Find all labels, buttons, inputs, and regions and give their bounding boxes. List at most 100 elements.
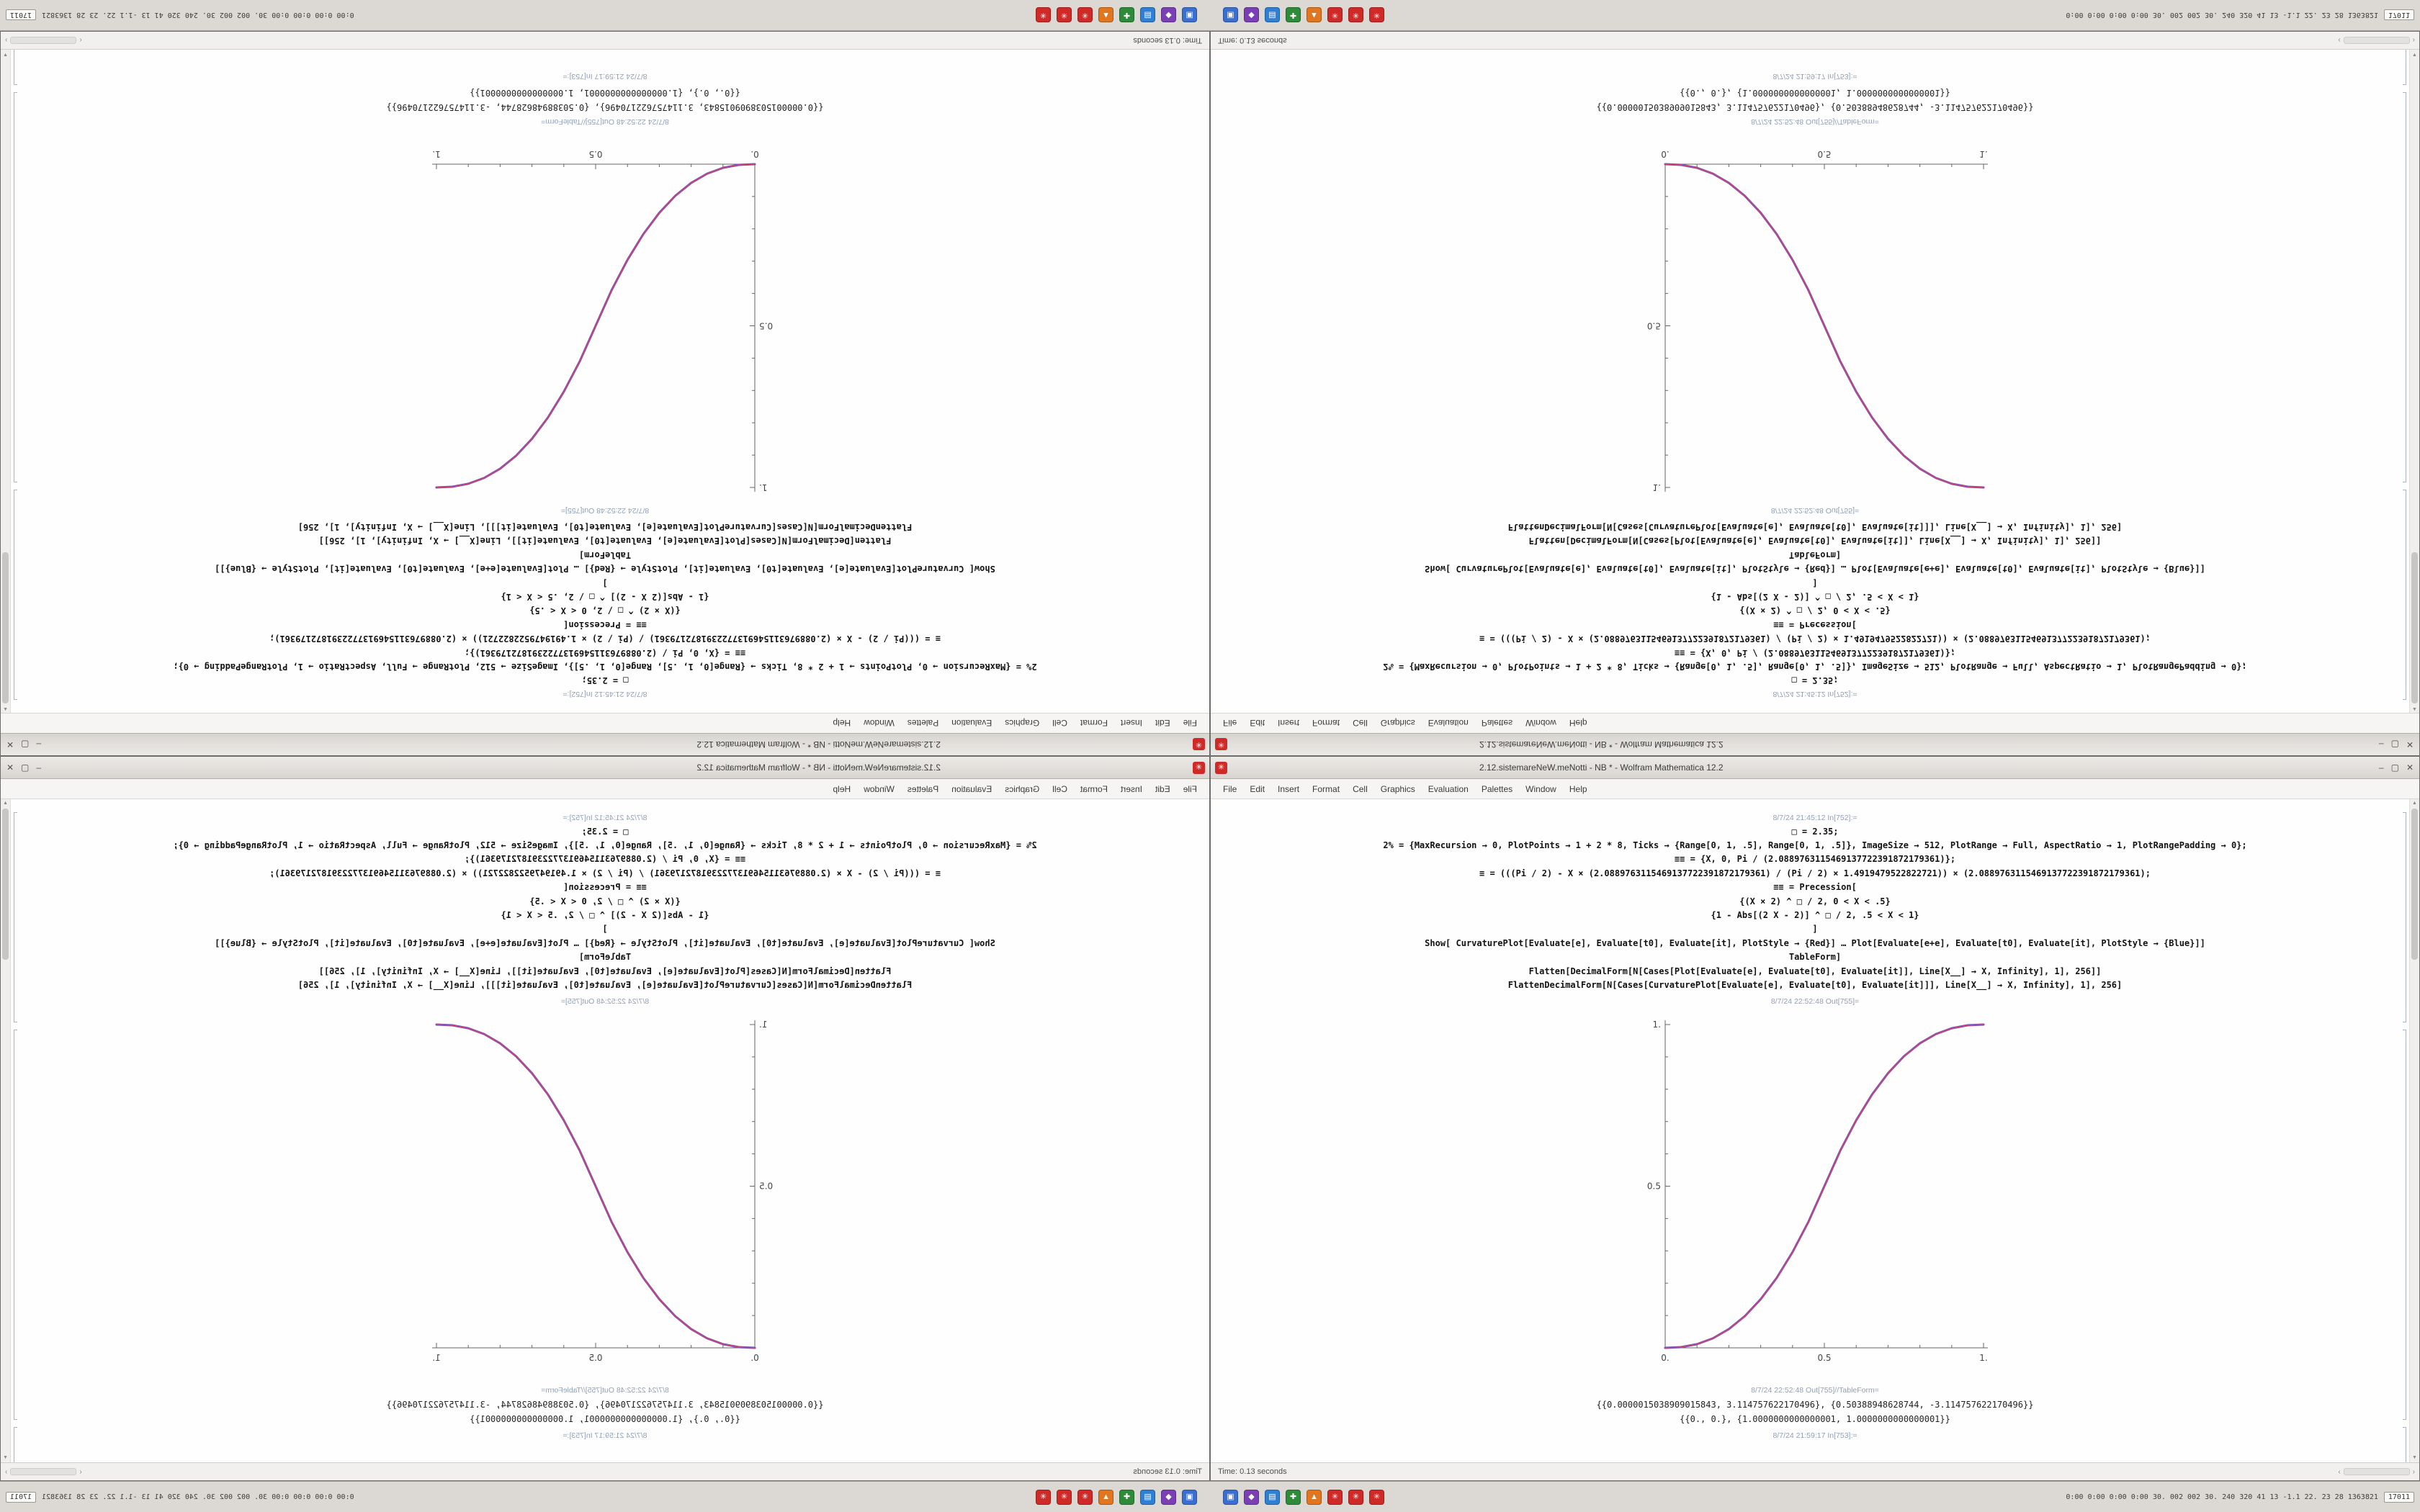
menu-evaluation[interactable]: Evaluation	[1428, 718, 1469, 729]
input-cell-line[interactable]: □ = 2.35;	[1791, 675, 1839, 686]
input-cell-line[interactable]: Show[ CurvaturePlot[Evaluate[e], Evaluat…	[1425, 937, 2205, 948]
input-cell-line[interactable]: {1 - Abs[(2 X - 2)] ^ □ / 2, .5 < X < 1}	[501, 592, 709, 603]
input-cell-line[interactable]: Show[ CurvaturePlot[Evaluate[e], Evaluat…	[1425, 564, 2205, 575]
input-cell-line[interactable]: ≡ = (((Pi / 2) - X × (2.0889763115469137…	[269, 634, 941, 644]
input-cell-line[interactable]: TableForm]	[1788, 952, 1842, 963]
window-titlebar[interactable]: ✳ 2.12.sistemareNeW.meNotti - NB * - Wol…	[1211, 757, 2419, 779]
function-plot[interactable]: 0. 0.5 1. 0.5 1.	[1635, 135, 1995, 499]
input-cell-line[interactable]: TableForm]	[578, 549, 632, 560]
app-orange-icon[interactable]: ▲	[1098, 1489, 1113, 1505]
input-cell-line[interactable]: ]	[602, 924, 608, 935]
menu-help[interactable]: Help	[1569, 718, 1587, 729]
menu-graphics[interactable]: Graphics	[1005, 783, 1040, 794]
input-cell-line[interactable]: ≡≡ = Precession[	[563, 619, 647, 630]
taskbar-chip[interactable]: 17011	[6, 1491, 37, 1503]
menu-file[interactable]: File	[1223, 783, 1237, 794]
close-button[interactable]: ✕	[6, 762, 14, 773]
input-cell-line[interactable]: 2% = {MaxRecursion → 0, PlotPoints → 1 +…	[173, 840, 1037, 851]
mathematica-doc-2-icon[interactable]: ✳	[1348, 7, 1363, 23]
app-blue-files-icon[interactable]: ▤	[1265, 1489, 1280, 1505]
scroll-down-arrow[interactable]: ▼	[3, 1455, 8, 1460]
window-titlebar[interactable]: ✳ 2.12.sistemareNeW.meNotti - NB * - Wol…	[1, 757, 1209, 779]
input-cell-line[interactable]: ≡ = (((Pi / 2) - X × (2.0889763115469137…	[269, 868, 941, 878]
input-cell-line[interactable]: □ = 2.35;	[581, 675, 629, 686]
app-blue-window-icon[interactable]: ▣	[1223, 7, 1238, 23]
input-cell-line[interactable]: □ = 2.35;	[1791, 826, 1839, 837]
app-orange-icon[interactable]: ▲	[1098, 7, 1113, 23]
hscroll-right-arrow[interactable]: ›	[2412, 1467, 2415, 1476]
menu-graphics[interactable]: Graphics	[1380, 783, 1415, 794]
input-cell-line[interactable]: □ = 2.35;	[581, 826, 629, 837]
input-cell-line[interactable]: FlattenDecimalForm[N[Cases[CurvaturePlot…	[1507, 979, 2123, 990]
scrollbar-thumb[interactable]	[2, 809, 9, 960]
close-button[interactable]: ✕	[2406, 762, 2414, 773]
menu-format[interactable]: Format	[1080, 783, 1108, 794]
input-cell-line[interactable]: ]	[602, 577, 608, 588]
minimize-button[interactable]: –	[2378, 762, 2384, 773]
menu-file[interactable]: File	[1183, 783, 1197, 794]
input-cell-line[interactable]: 2% = {MaxRecursion → 0, PlotPoints → 1 +…	[1383, 661, 2247, 672]
input-cell-line[interactable]: {(X × 2) ^ □ / 2, 0 < X < .5}	[1739, 896, 1891, 906]
input-cell-line[interactable]: Flatten[DecimalForm[N[Cases[Plot[Evaluat…	[1528, 536, 2102, 546]
mathematica-doc-3-icon[interactable]: ✳	[1036, 7, 1051, 23]
cell-bracket[interactable]	[2403, 1030, 2406, 1420]
maximize-button[interactable]: ▢	[2390, 739, 2399, 750]
scroll-up-arrow[interactable]: ▲	[3, 801, 8, 806]
function-plot[interactable]: 0. 0.5 1. 0.5 1.	[425, 1013, 785, 1377]
app-blue-window-icon[interactable]: ▣	[1223, 1489, 1238, 1505]
cell-bracket[interactable]	[14, 92, 17, 482]
menu-format[interactable]: Format	[1312, 718, 1340, 729]
menu-palettes[interactable]: Palettes	[1481, 718, 1513, 729]
app-orange-icon[interactable]: ▲	[1307, 7, 1322, 23]
input-cell-line[interactable]: {(X × 2) ^ □ / 2, 0 < X < .5}	[1739, 606, 1891, 616]
output-cell-line[interactable]: {{0.0000015038909015843, 3.1147576221704…	[386, 1399, 824, 1410]
input-cell-line[interactable]: {(X × 2) ^ □ / 2, 0 < X < .5}	[529, 896, 681, 906]
minimize-button[interactable]: –	[36, 762, 42, 773]
app-purple-icon[interactable]: ◆	[1244, 7, 1259, 23]
cell-bracket[interactable]	[2403, 92, 2406, 482]
menu-palettes[interactable]: Palettes	[907, 718, 939, 729]
app-purple-icon[interactable]: ◆	[1161, 7, 1176, 23]
menu-window[interactable]: Window	[864, 783, 895, 794]
menu-help[interactable]: Help	[833, 783, 851, 794]
input-cell-line[interactable]: {(X × 2) ^ □ / 2, 0 < X < .5}	[529, 606, 681, 616]
output-cell-line[interactable]: {{0., 0.}, {1.0000000000000001, 1.000000…	[1680, 88, 1950, 99]
hscroll-track[interactable]	[2343, 1468, 2410, 1475]
input-cell-line[interactable]: ≡≡ = Precession[	[563, 882, 647, 893]
close-button[interactable]: ✕	[2406, 739, 2414, 750]
cell-bracket[interactable]	[14, 812, 17, 1022]
close-button[interactable]: ✕	[6, 739, 14, 750]
input-cell-line[interactable]: ≡≡ = Precession[	[1773, 882, 1857, 893]
input-cell-line[interactable]: Show[ CurvaturePlot[Evaluate[e], Evaluat…	[215, 564, 995, 575]
scrollbar-thumb[interactable]	[2411, 809, 2418, 960]
menu-cell[interactable]: Cell	[1052, 718, 1067, 729]
menu-file[interactable]: File	[1183, 718, 1197, 729]
input-cell-line[interactable]: {1 - Abs[(2 X - 2)] ^ □ / 2, .5 < X < 1}	[501, 909, 709, 920]
menu-insert[interactable]: Insert	[1120, 783, 1142, 794]
input-cell-line[interactable]: {1 - Abs[(2 X - 2)] ^ □ / 2, .5 < X < 1}	[1711, 592, 1919, 603]
mathematica-doc-2-icon[interactable]: ✳	[1057, 1489, 1072, 1505]
menu-evaluation[interactable]: Evaluation	[951, 783, 992, 794]
menu-edit[interactable]: Edit	[1155, 718, 1170, 729]
minimize-button[interactable]: –	[2378, 739, 2384, 750]
cell-bracket[interactable]	[14, 1427, 17, 1462]
app-blue-files-icon[interactable]: ▤	[1140, 1489, 1155, 1505]
menu-evaluation[interactable]: Evaluation	[1428, 783, 1469, 794]
input-cell-line[interactable]: FlattenDecimalForm[N[Cases[CurvaturePlot…	[1507, 522, 2123, 533]
input-cell-line[interactable]: Show[ CurvaturePlot[Evaluate[e], Evaluat…	[215, 937, 995, 948]
menu-graphics[interactable]: Graphics	[1380, 718, 1415, 729]
function-plot[interactable]: 0. 0.5 1. 0.5 1.	[1635, 1013, 1995, 1377]
input-cell-line[interactable]: FlattenDecimalForm[N[Cases[CurvaturePlot…	[297, 522, 913, 533]
hscroll-left-arrow[interactable]: ‹	[2338, 1467, 2341, 1476]
app-blue-window-icon[interactable]: ▣	[1182, 1489, 1197, 1505]
input-cell-line[interactable]: ≡≡ = {X, 0, Pi / (2.08897631154691377223…	[464, 854, 746, 865]
cell-bracket[interactable]	[14, 1030, 17, 1420]
menu-palettes[interactable]: Palettes	[907, 783, 939, 794]
menu-edit[interactable]: Edit	[1250, 783, 1265, 794]
output-cell-line[interactable]: {{0., 0.}, {1.0000000000000001, 1.000000…	[1680, 1413, 1950, 1424]
app-purple-icon[interactable]: ◆	[1161, 1489, 1176, 1505]
menu-window[interactable]: Window	[1525, 718, 1556, 729]
window-titlebar[interactable]: ✳ 2.12.sistemareNeW.meNotti - NB * - Wol…	[1211, 733, 2419, 755]
menu-insert[interactable]: Insert	[1278, 718, 1300, 729]
output-cell-line[interactable]: {{0., 0.}, {1.0000000000000001, 1.000000…	[470, 1413, 740, 1424]
